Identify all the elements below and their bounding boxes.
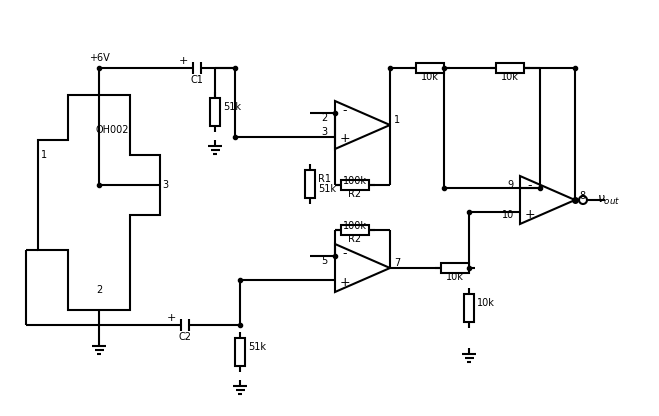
Text: 8: 8: [579, 191, 585, 201]
Bar: [464, 294, 474, 322]
Text: +: +: [339, 133, 351, 146]
Bar: [496, 63, 524, 73]
Text: 3: 3: [321, 127, 327, 137]
Text: 7: 7: [394, 258, 400, 268]
Text: 2: 2: [96, 285, 102, 295]
Text: $\nu_{out}$: $\nu_{out}$: [597, 193, 621, 207]
Text: C2: C2: [179, 332, 192, 342]
Text: C1: C1: [190, 75, 204, 85]
Text: R1: R1: [318, 174, 331, 184]
Bar: [305, 170, 315, 198]
Text: 10: 10: [501, 210, 514, 220]
Text: 1: 1: [394, 115, 400, 125]
Text: 1: 1: [41, 150, 47, 160]
Bar: [210, 98, 220, 126]
Text: -: -: [528, 179, 532, 193]
Text: OH002: OH002: [95, 125, 129, 135]
Text: 3: 3: [162, 180, 168, 190]
Text: +: +: [339, 275, 351, 289]
Text: +: +: [166, 313, 176, 323]
Text: 10k: 10k: [477, 298, 495, 308]
Text: +: +: [525, 208, 535, 220]
Text: 51k: 51k: [223, 102, 241, 112]
Text: +: +: [179, 56, 188, 66]
Text: 51k: 51k: [318, 184, 336, 194]
Text: -: -: [343, 248, 347, 260]
Text: 10k: 10k: [421, 72, 439, 82]
Polygon shape: [38, 95, 160, 310]
Text: +6V: +6V: [88, 53, 109, 63]
Text: -: -: [343, 104, 347, 117]
Text: 9: 9: [508, 180, 514, 190]
Text: 10k: 10k: [446, 272, 464, 282]
Text: R2: R2: [349, 234, 362, 244]
Bar: [416, 63, 444, 73]
Text: 2: 2: [321, 113, 327, 123]
Text: 51k: 51k: [248, 342, 266, 352]
Text: 10k: 10k: [501, 72, 519, 82]
Bar: [341, 180, 369, 190]
Text: 100k: 100k: [343, 176, 367, 186]
Text: 100k: 100k: [343, 221, 367, 231]
Text: 5: 5: [321, 256, 327, 266]
Bar: [441, 263, 469, 273]
Bar: [341, 225, 369, 235]
Text: R2: R2: [349, 189, 362, 199]
Bar: [235, 338, 245, 366]
